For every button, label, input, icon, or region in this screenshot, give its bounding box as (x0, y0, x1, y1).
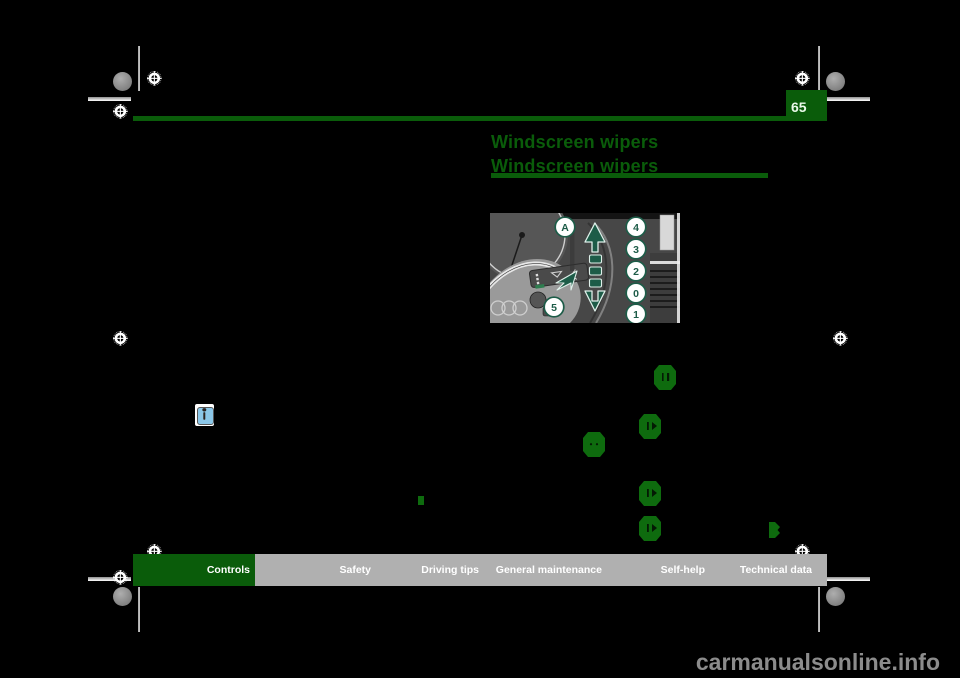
svg-text:5: 5 (551, 302, 557, 314)
svg-text:0: 0 (633, 288, 639, 300)
svg-text:1: 1 (633, 309, 639, 321)
svg-text:A: A (561, 222, 569, 234)
svg-text:3: 3 (633, 244, 639, 256)
svg-text:4: 4 (633, 222, 639, 234)
svg-text:2: 2 (633, 266, 639, 278)
